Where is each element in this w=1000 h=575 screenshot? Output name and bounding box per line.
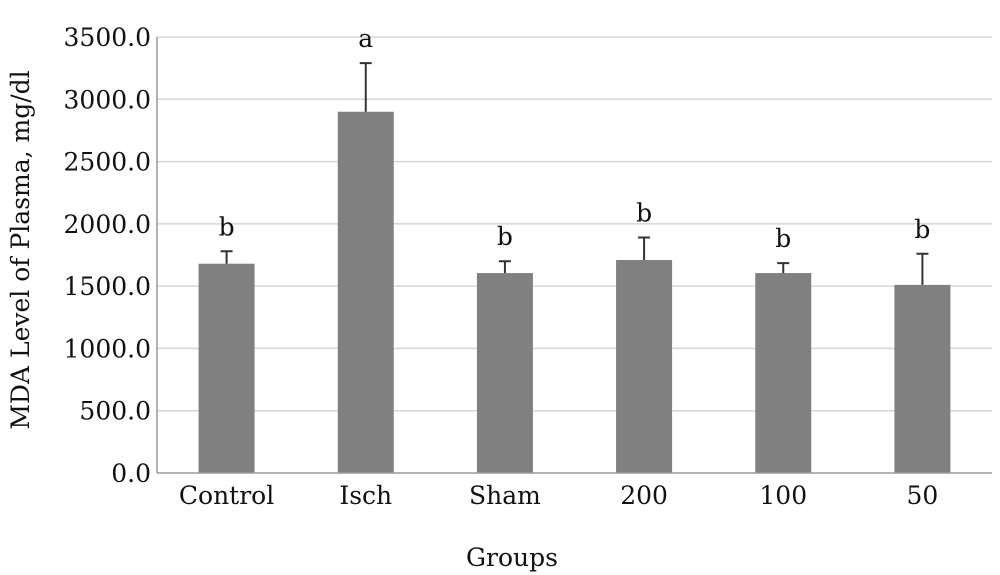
error-bar xyxy=(916,252,929,285)
y-axis-title: MDA Level of Plasma, mg/dl xyxy=(6,70,35,429)
x-tick-label: Control xyxy=(179,481,274,510)
x-tick-label: 50 xyxy=(907,481,939,510)
y-tick-label: 3500.0 xyxy=(64,23,151,52)
gridlines xyxy=(157,36,992,412)
bars xyxy=(198,111,951,473)
y-tick-label: 1500.0 xyxy=(64,272,151,301)
significance-label: a xyxy=(358,24,373,53)
significance-label: b xyxy=(775,224,791,253)
y-tick-label: 0.0 xyxy=(111,459,151,488)
error-bar xyxy=(777,262,790,274)
bar-100 xyxy=(755,273,812,473)
significance-label: b xyxy=(219,212,235,241)
y-tick-label: 3000.0 xyxy=(64,85,151,114)
bar-control xyxy=(198,263,255,473)
significance-label: b xyxy=(636,199,652,228)
y-tick-label: 500.0 xyxy=(79,397,151,426)
y-tick-label: 2500.0 xyxy=(64,148,151,177)
significance-label: b xyxy=(497,222,513,251)
bar-200 xyxy=(616,259,673,473)
error-bars xyxy=(220,62,929,285)
error-bar xyxy=(220,250,233,264)
significance-labels: b a b b b b xyxy=(219,24,931,253)
y-tick-labels: 0.0 500.0 1000.0 1500.0 2000.0 2500.0 3000.0 35… xyxy=(64,23,151,488)
axes xyxy=(156,37,992,474)
x-axis-title: Groups xyxy=(466,543,558,572)
bar-50 xyxy=(894,284,951,473)
x-tick-label: 100 xyxy=(759,481,807,510)
error-bar xyxy=(638,236,651,260)
error-bar xyxy=(498,260,511,274)
significance-label: b xyxy=(914,215,930,244)
x-tick-labels: Control Isch Sham 200 100 50 xyxy=(179,481,938,510)
error-bar xyxy=(359,62,372,112)
x-tick-label: Sham xyxy=(469,481,541,510)
x-tick-label: 200 xyxy=(620,481,668,510)
y-tick-label: 1000.0 xyxy=(64,334,151,363)
bar-isch xyxy=(337,111,394,473)
y-tick-label: 2000.0 xyxy=(64,210,151,239)
bar-sham xyxy=(476,273,533,473)
x-tick-label: Isch xyxy=(339,481,392,510)
